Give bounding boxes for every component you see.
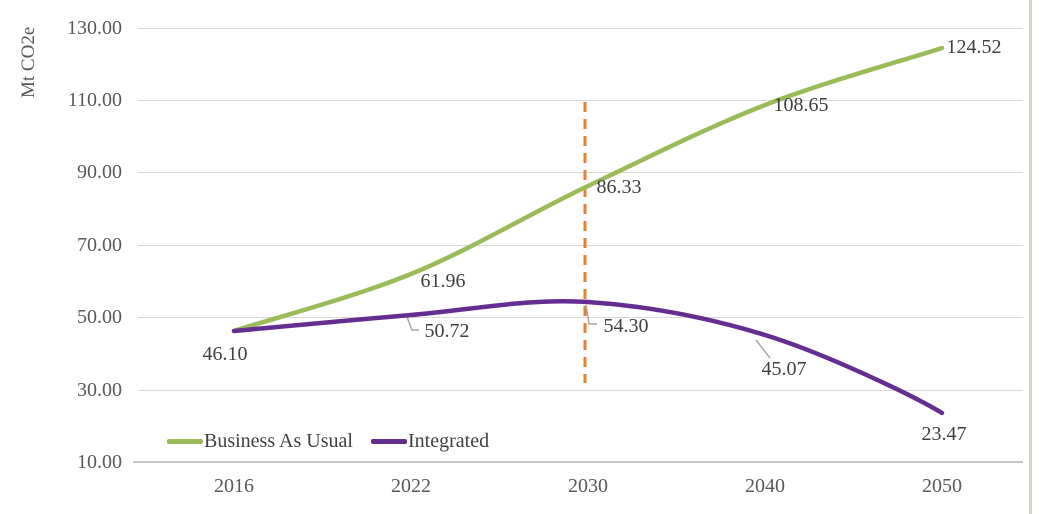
y-tick-label: 110.00: [67, 89, 122, 111]
legend-label: Integrated: [408, 430, 490, 452]
legend-entry-business-as-usual[interactable]: Business As Usual: [167, 430, 353, 452]
series-line-integrated: [231, 298, 945, 416]
gridline-70: [138, 245, 1023, 246]
x-axis-line: [133, 461, 1023, 463]
gridline-130: [138, 28, 1023, 29]
y-tick-label: 10.00: [77, 451, 122, 473]
legend-line-swatch-green-icon: [167, 438, 203, 444]
legend-label: Business As Usual: [204, 430, 353, 452]
leader-line-50-72: [406, 316, 419, 331]
data-label-bau-2030: 86.33: [596, 176, 642, 198]
right-edge-line: [1029, 0, 1032, 514]
x-tick-label: 2022: [391, 475, 431, 497]
series-line-business-as-usual: [231, 45, 945, 334]
gridline-50: [138, 317, 1023, 318]
y-tick-label: 90.00: [77, 161, 122, 183]
gridline-30: [138, 390, 1023, 391]
data-label-bau-2050: 124.52: [946, 36, 1002, 58]
y-tick-label: 130.00: [67, 17, 122, 39]
leader-line-54-30: [585, 304, 597, 325]
legend-entry-integrated[interactable]: Integrated: [371, 430, 489, 452]
data-label-integrated-2022: 50.72: [424, 320, 470, 342]
data-label-bau-2040: 108.65: [773, 94, 829, 116]
y-tick-label: 50.00: [77, 306, 122, 328]
y-tick-label: 30.00: [77, 379, 122, 401]
gridline-90: [138, 172, 1023, 173]
data-label-integrated-2030: 54.30: [603, 315, 649, 337]
data-label-bau-2022: 61.96: [420, 270, 466, 292]
x-tick-label: 2050: [922, 475, 962, 497]
data-label-start-2016: 46.10: [202, 343, 248, 365]
legend-line-swatch-purple-icon: [371, 438, 407, 444]
data-label-integrated-2050: 23.47: [921, 423, 967, 445]
x-tick-label: 2040: [745, 475, 785, 497]
gridline-110: [138, 100, 1023, 101]
leader-line-45-07: [755, 339, 771, 359]
data-label-integrated-2040: 45.07: [761, 358, 807, 380]
y-tick-label: 70.00: [77, 234, 122, 256]
x-tick-label: 2030: [568, 475, 608, 497]
x-tick-label: 2016: [214, 475, 254, 497]
